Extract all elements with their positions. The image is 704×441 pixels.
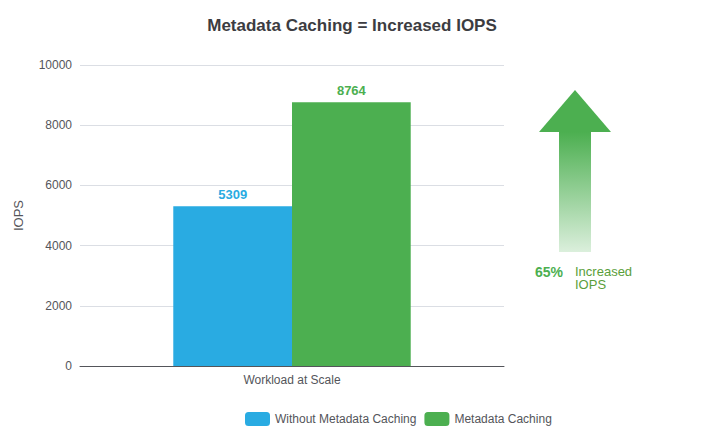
svg-text:IOPS: IOPS (575, 277, 606, 292)
svg-text:8000: 8000 (45, 118, 72, 132)
svg-text:10000: 10000 (39, 58, 73, 72)
svg-text:Workload at Scale: Workload at Scale (243, 373, 340, 387)
svg-text:Metadata Caching: Metadata Caching (454, 412, 551, 426)
svg-text:Without Metadata Caching: Without Metadata Caching (275, 412, 416, 426)
svg-text:2000: 2000 (45, 299, 72, 313)
svg-text:Metadata Caching = Increased I: Metadata Caching = Increased IOPS (207, 16, 497, 35)
svg-text:IOPS: IOPS (11, 200, 26, 231)
svg-text:Increased: Increased (575, 264, 633, 279)
svg-text:8764: 8764 (337, 83, 367, 98)
svg-text:0: 0 (65, 359, 72, 373)
svg-text:65%: 65% (535, 264, 564, 280)
svg-text:4000: 4000 (45, 239, 72, 253)
svg-text:6000: 6000 (45, 178, 72, 192)
svg-text:5309: 5309 (218, 187, 247, 202)
